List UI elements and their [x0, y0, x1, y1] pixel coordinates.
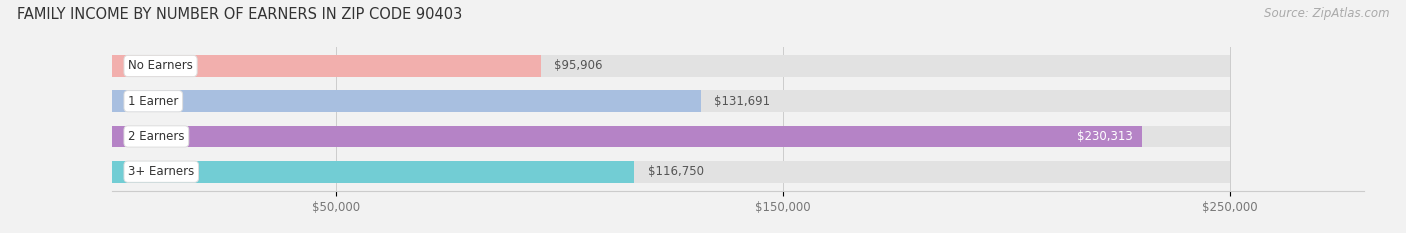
Text: 2 Earners: 2 Earners [128, 130, 184, 143]
Text: 3+ Earners: 3+ Earners [128, 165, 194, 178]
Text: No Earners: No Earners [128, 59, 193, 72]
Text: $131,691: $131,691 [714, 95, 770, 108]
Bar [112, 55, 1230, 77]
Bar [112, 90, 702, 112]
Text: $95,906: $95,906 [554, 59, 603, 72]
Text: FAMILY INCOME BY NUMBER OF EARNERS IN ZIP CODE 90403: FAMILY INCOME BY NUMBER OF EARNERS IN ZI… [17, 7, 463, 22]
Bar [112, 161, 634, 183]
Text: Source: ZipAtlas.com: Source: ZipAtlas.com [1264, 7, 1389, 20]
Bar [112, 161, 1230, 183]
Bar [112, 90, 1230, 112]
Text: $230,313: $230,313 [1077, 130, 1133, 143]
Bar [112, 126, 1230, 147]
Bar [112, 55, 541, 77]
Bar [112, 126, 1142, 147]
Text: 1 Earner: 1 Earner [128, 95, 179, 108]
Text: $116,750: $116,750 [648, 165, 703, 178]
